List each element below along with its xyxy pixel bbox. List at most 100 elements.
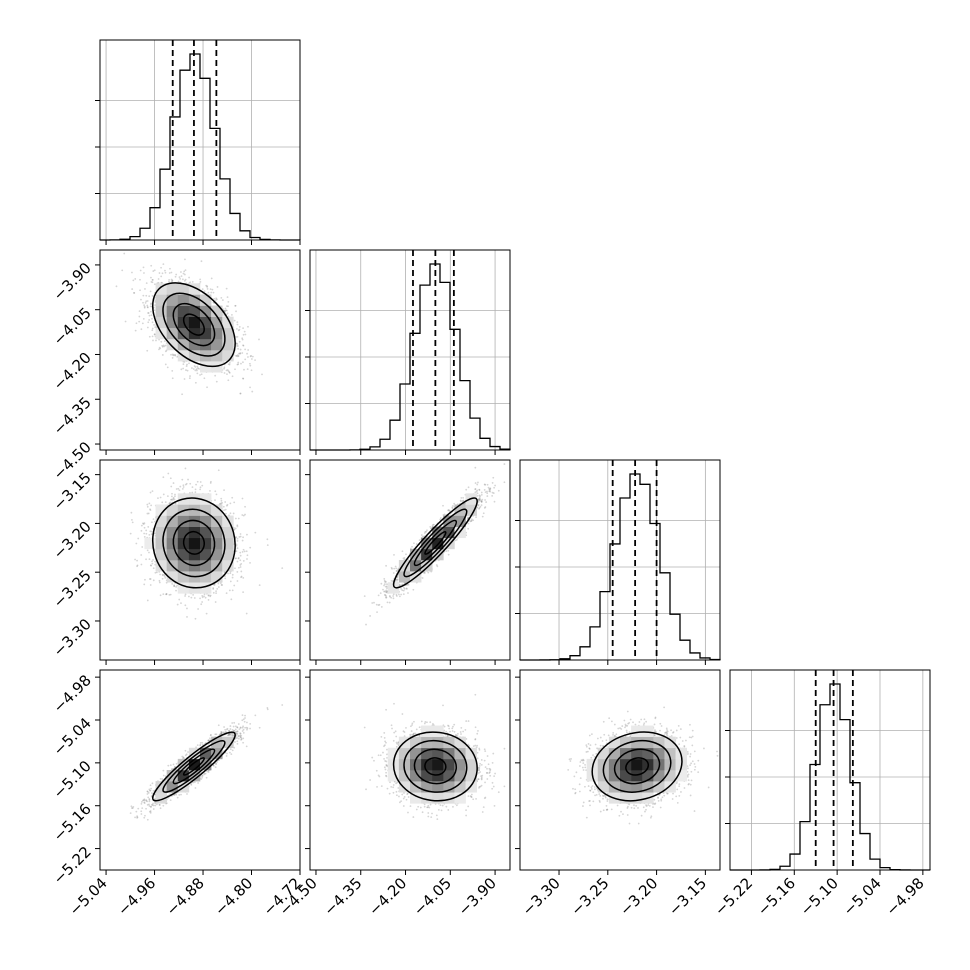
scatter-point [236, 560, 239, 563]
scatter-point [643, 722, 646, 725]
scatter-point [182, 272, 185, 275]
density-cell [188, 493, 201, 505]
scatter-point [190, 596, 193, 599]
scatter-point [447, 809, 450, 811]
scatter-point [220, 296, 223, 299]
scatter-point [625, 729, 628, 732]
scatter-point [171, 357, 174, 359]
scatter-point [493, 804, 496, 807]
scatter-point [671, 798, 674, 800]
scatter-point [484, 499, 486, 501]
density-cell [200, 560, 212, 572]
scatter-point [226, 369, 229, 371]
scatter-point [620, 728, 623, 730]
scatter-point [603, 733, 606, 736]
scatter-point [395, 745, 398, 748]
scatter-point [236, 547, 239, 550]
scatter-point [678, 743, 681, 746]
scatter-point [182, 363, 185, 366]
scatter-point [478, 489, 481, 491]
density-cell [631, 781, 643, 793]
scatter-point [146, 818, 149, 821]
contour-line [151, 731, 236, 802]
scatter-point [572, 787, 574, 790]
scatter-point [184, 593, 187, 596]
scatter-point [592, 754, 594, 757]
scatter-point [396, 742, 398, 745]
density-cell [443, 770, 455, 782]
scatter-point [239, 727, 242, 729]
scatter-point [406, 584, 409, 586]
scatter-point [480, 500, 482, 502]
scatter-point [580, 759, 583, 762]
scatter-point [140, 810, 143, 813]
scatter-point [147, 792, 150, 794]
density-cell [421, 792, 433, 804]
scatter-point [143, 305, 146, 308]
scatter-point [484, 766, 487, 769]
scatter-point [584, 764, 586, 766]
scatter-point [625, 731, 628, 734]
scatter-point [429, 721, 432, 724]
density-cell [222, 537, 234, 550]
density-cell [410, 758, 422, 771]
scatter-point [421, 535, 424, 538]
scatter-point [483, 748, 486, 751]
scatter-point [158, 348, 160, 351]
scatter-point [448, 727, 451, 730]
scatter-point [207, 769, 210, 772]
scatter-point [151, 521, 153, 524]
density-cell [432, 548, 444, 561]
scatter-point [173, 498, 176, 501]
scatter-point [129, 532, 132, 535]
scatter-point [168, 793, 171, 796]
density-cell [166, 526, 179, 539]
scatter-point [467, 720, 470, 722]
scatter-point [567, 768, 570, 771]
scatter-point [418, 734, 421, 737]
scatter-point [440, 809, 443, 812]
scatter-point [231, 729, 234, 731]
scatter-point [236, 540, 239, 542]
scatter-point [386, 753, 388, 756]
scatter-point [411, 724, 413, 726]
scatter-point [231, 749, 234, 752]
scatter-point [235, 732, 238, 735]
scatter-point [145, 300, 148, 303]
scatter-point [591, 785, 594, 787]
scatter-point [678, 794, 681, 797]
density-cell [177, 327, 190, 340]
scatter-point [382, 751, 384, 754]
scatter-point [666, 792, 669, 795]
scatter-point [166, 495, 169, 498]
scatter-point [480, 784, 483, 787]
scatter-point [585, 744, 588, 747]
scatter-point [464, 502, 466, 505]
scatter-point [412, 733, 415, 736]
scatter-point [645, 805, 648, 808]
scatter-point [407, 583, 410, 586]
scatter-point [162, 774, 165, 777]
scatter-point [665, 730, 668, 733]
density-cell [222, 316, 234, 329]
scatter-point [161, 573, 164, 576]
scatter-point [229, 733, 231, 736]
scatter-point [697, 771, 700, 774]
scatter-point [390, 785, 393, 788]
scatter-point [235, 733, 238, 735]
scatter-point [588, 747, 591, 750]
scatter-point [168, 593, 171, 596]
scatter-point [197, 608, 200, 610]
scatter-point [164, 363, 167, 366]
scatter-point [235, 342, 238, 345]
scatter-point [462, 730, 465, 733]
scatter-point [220, 732, 223, 735]
scatter-point [384, 760, 387, 762]
panel-frame [309, 249, 511, 451]
scatter-point [483, 797, 486, 800]
scatter-point [174, 495, 176, 498]
scatter-point [393, 702, 395, 705]
scatter-point [455, 804, 458, 807]
scatter-point [198, 367, 200, 370]
scatter-point [604, 795, 607, 798]
